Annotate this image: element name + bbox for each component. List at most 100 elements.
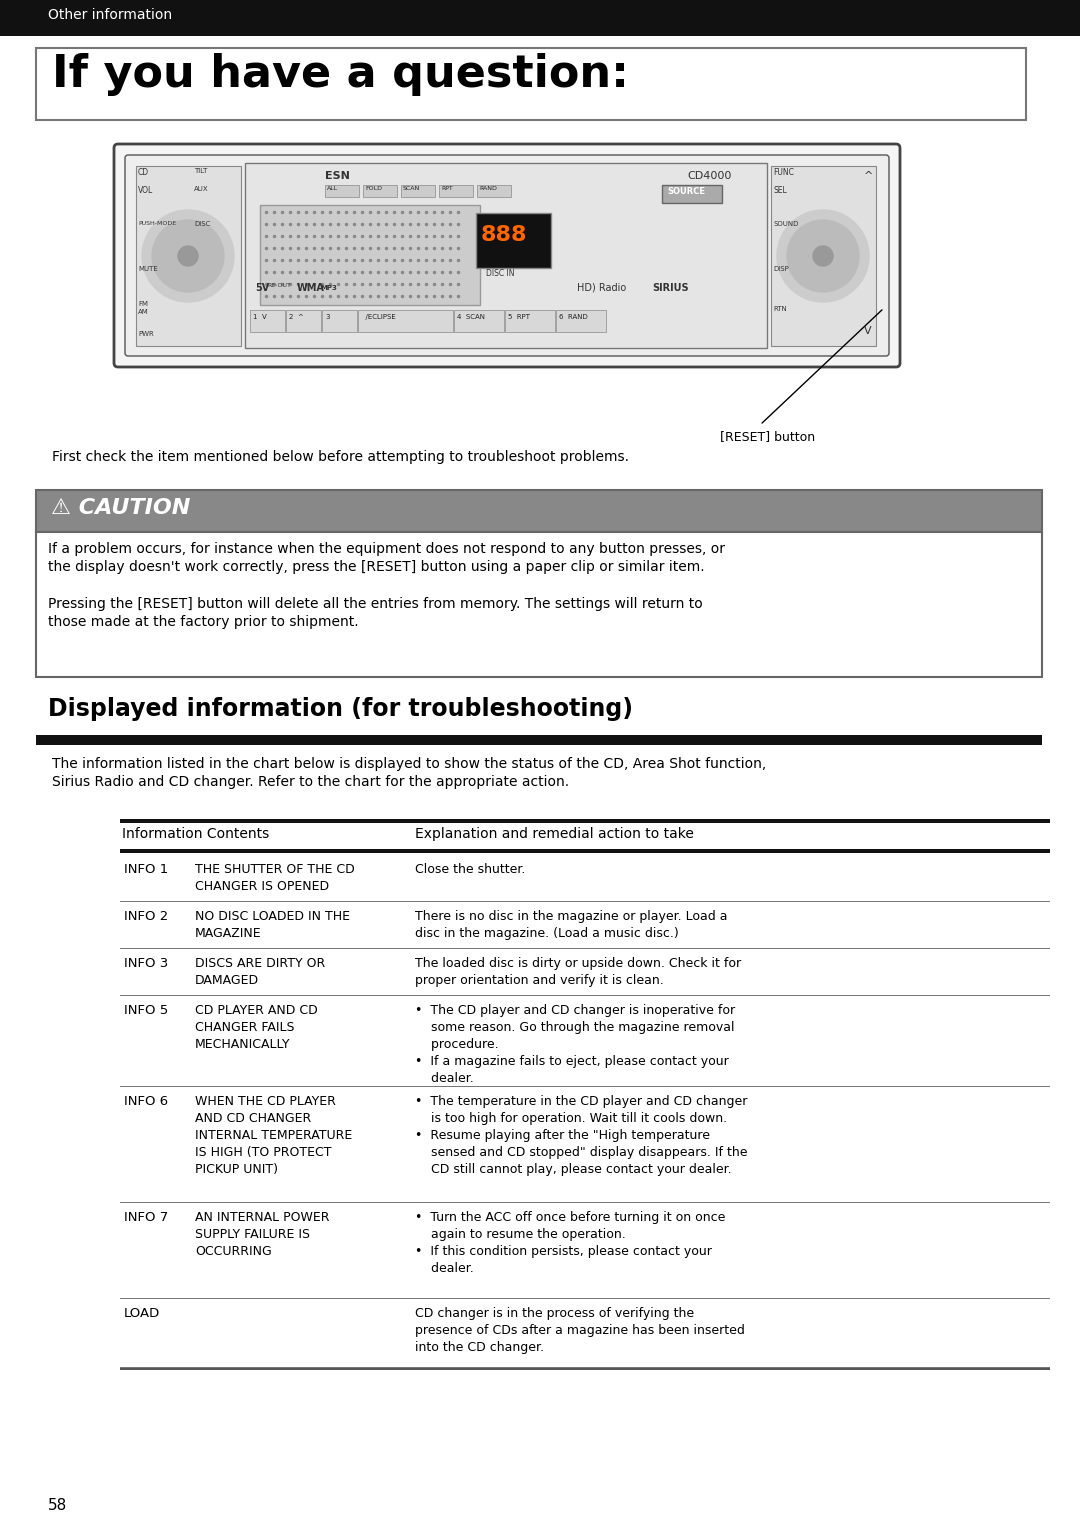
Bar <box>36 489 1042 532</box>
Text: SIRIUS: SIRIUS <box>652 283 689 294</box>
Text: 5  RPT: 5 RPT <box>508 313 530 320</box>
Text: Close the shutter.: Close the shutter. <box>415 862 525 876</box>
Bar <box>120 849 1050 853</box>
Bar <box>454 310 504 332</box>
Text: ESN: ESN <box>325 171 350 180</box>
Bar <box>505 310 555 332</box>
Circle shape <box>152 220 224 292</box>
Text: MP3: MP3 <box>320 284 337 291</box>
Bar <box>771 167 876 346</box>
Text: CD PLAYER AND CD
CHANGER FAILS
MECHANICALLY: CD PLAYER AND CD CHANGER FAILS MECHANICA… <box>195 1005 318 1050</box>
Text: WHEN THE CD PLAYER
AND CD CHANGER
INTERNAL TEMPERATURE
IS HIGH (TO PROTECT
PICKU: WHEN THE CD PLAYER AND CD CHANGER INTERN… <box>195 1095 352 1176</box>
Text: HD) Radio: HD) Radio <box>577 283 626 294</box>
Text: The loaded disc is dirty or upside down. Check it for
proper orientation and ver: The loaded disc is dirty or upside down.… <box>415 957 741 988</box>
Text: FM
AM: FM AM <box>138 301 149 315</box>
FancyBboxPatch shape <box>114 144 900 367</box>
Bar <box>556 310 606 332</box>
Text: ⚠ CAUTION: ⚠ CAUTION <box>51 498 190 518</box>
Bar <box>322 310 357 332</box>
Bar <box>477 185 511 197</box>
FancyBboxPatch shape <box>125 154 889 356</box>
Text: Other information: Other information <box>48 8 172 21</box>
Text: RE-OUT: RE-OUT <box>267 283 291 287</box>
Text: 6  RAND: 6 RAND <box>559 313 588 320</box>
Text: The information listed in the chart below is displayed to show the status of the: The information listed in the chart belo… <box>52 757 766 789</box>
Text: PUSH-MODE: PUSH-MODE <box>138 222 176 226</box>
Text: DISC: DISC <box>194 222 211 226</box>
Text: PWR: PWR <box>138 330 153 336</box>
Text: INFO 2: INFO 2 <box>124 910 168 924</box>
Circle shape <box>787 220 859 292</box>
Text: If you have a question:: If you have a question: <box>52 54 629 96</box>
Text: INFO 3: INFO 3 <box>124 957 168 969</box>
Text: CD: CD <box>138 168 149 177</box>
Text: /ECLIPSE: /ECLIPSE <box>361 313 395 320</box>
Text: 58: 58 <box>48 1498 67 1514</box>
Text: ^: ^ <box>864 171 874 180</box>
Text: 3: 3 <box>325 313 329 320</box>
Text: FUNC: FUNC <box>773 168 794 177</box>
Circle shape <box>813 246 833 266</box>
Text: Pressing the [RESET] button will delete all the entries from memory. The setting: Pressing the [RESET] button will delete … <box>48 596 703 630</box>
Text: WMA: WMA <box>297 283 325 294</box>
Bar <box>120 820 1050 823</box>
Text: INFO 6: INFO 6 <box>124 1095 168 1109</box>
Bar <box>36 47 1026 119</box>
Bar <box>260 205 480 304</box>
Text: DISP: DISP <box>773 266 788 272</box>
Text: There is no disc in the magazine or player. Load a
disc in the magazine. (Load a: There is no disc in the magazine or play… <box>415 910 728 940</box>
Bar <box>245 164 767 349</box>
Bar <box>0 0 1080 37</box>
Text: THE SHUTTER OF THE CD
CHANGER IS OPENED: THE SHUTTER OF THE CD CHANGER IS OPENED <box>195 862 354 893</box>
Bar <box>363 185 397 197</box>
Text: ALL: ALL <box>327 187 338 191</box>
Text: AN INTERNAL POWER
SUPPLY FAILURE IS
OCCURRING: AN INTERNAL POWER SUPPLY FAILURE IS OCCU… <box>195 1211 329 1258</box>
Text: INFO 1: INFO 1 <box>124 862 168 876</box>
Text: SOUND: SOUND <box>773 222 798 226</box>
Text: AUX: AUX <box>194 187 208 193</box>
Circle shape <box>178 246 198 266</box>
Text: FOLD: FOLD <box>365 187 382 191</box>
Text: Displayed information (for troubleshooting): Displayed information (for troubleshooti… <box>48 697 633 722</box>
Text: TILT: TILT <box>194 168 207 174</box>
Text: •  Turn the ACC off once before turning it on once
    again to resume the opera: • Turn the ACC off once before turning i… <box>415 1211 726 1275</box>
Text: SOURCE: SOURCE <box>667 187 705 196</box>
Text: 888: 888 <box>481 225 527 245</box>
Text: VOL: VOL <box>138 187 153 196</box>
Circle shape <box>777 209 869 303</box>
Text: NO DISC LOADED IN THE
MAGAZINE: NO DISC LOADED IN THE MAGAZINE <box>195 910 350 940</box>
Text: 4  SCAN: 4 SCAN <box>457 313 485 320</box>
Text: RPT: RPT <box>441 187 453 191</box>
Text: LOAD: LOAD <box>124 1307 160 1320</box>
Text: INFO 5: INFO 5 <box>124 1005 168 1017</box>
Bar <box>120 1368 1050 1370</box>
Text: Explanation and remedial action to take: Explanation and remedial action to take <box>415 827 693 841</box>
Bar <box>36 735 1042 745</box>
Bar <box>662 185 723 203</box>
Text: CD4000: CD4000 <box>687 171 731 180</box>
Text: •  The temperature in the CD player and CD changer
    is too high for operation: • The temperature in the CD player and C… <box>415 1095 747 1176</box>
Circle shape <box>141 209 234 303</box>
Text: If a problem occurs, for instance when the equipment does not respond to any but: If a problem occurs, for instance when t… <box>48 541 725 575</box>
Bar <box>286 310 321 332</box>
Bar <box>357 310 453 332</box>
Text: •  The CD player and CD changer is inoperative for
    some reason. Go through t: • The CD player and CD changer is inoper… <box>415 1005 735 1086</box>
Text: V: V <box>864 326 872 336</box>
Bar <box>249 310 285 332</box>
Text: 1  V: 1 V <box>253 313 267 320</box>
Text: [RESET] button: [RESET] button <box>720 430 815 443</box>
Bar <box>325 185 359 197</box>
Bar <box>476 213 551 268</box>
Text: First check the item mentioned below before attempting to troubleshoot problems.: First check the item mentioned below bef… <box>52 450 629 463</box>
Bar <box>36 532 1042 677</box>
Bar <box>438 185 473 197</box>
Bar <box>136 167 241 346</box>
Text: DISC IN: DISC IN <box>486 269 514 278</box>
Text: RAND: RAND <box>480 187 497 191</box>
Text: 2  ^: 2 ^ <box>289 313 303 320</box>
Bar <box>401 185 435 197</box>
Text: RTN: RTN <box>773 306 786 312</box>
Text: Information Contents: Information Contents <box>122 827 269 841</box>
Text: CD changer is in the process of verifying the
presence of CDs after a magazine h: CD changer is in the process of verifyin… <box>415 1307 745 1355</box>
Text: DISCS ARE DIRTY OR
DAMAGED: DISCS ARE DIRTY OR DAMAGED <box>195 957 325 988</box>
